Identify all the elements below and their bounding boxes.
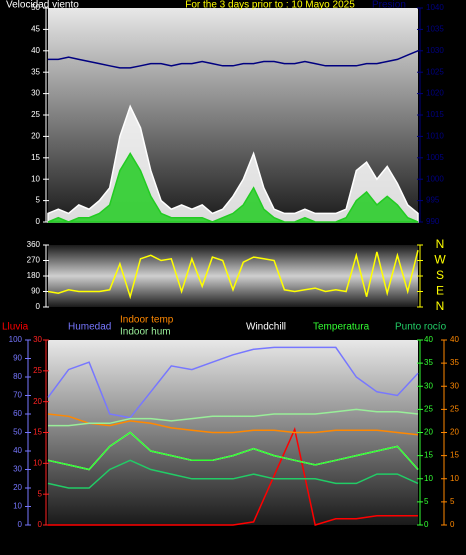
- y-tick-label: 1010: [426, 132, 444, 141]
- legend-label: Temperatura: [313, 322, 370, 333]
- line: [47, 346, 419, 419]
- y-tick-label: 1040: [426, 3, 444, 12]
- y-tick-label: 80: [13, 372, 22, 381]
- legend-label: Punto rocío: [395, 322, 447, 333]
- y-tick-label: 50: [31, 3, 40, 12]
- y-tick-label: 20: [31, 132, 40, 141]
- y-tick-label: 35: [31, 67, 40, 76]
- y-tick-label: 15: [424, 451, 433, 460]
- y-tick-label: 995: [426, 196, 440, 205]
- y-tick-label: N: [436, 237, 445, 251]
- y-tick-label: 1005: [426, 153, 444, 162]
- y-tick-label: 30: [450, 381, 459, 390]
- y-tick-label: 20: [33, 397, 42, 406]
- line: [47, 459, 419, 489]
- y-tick-label: 40: [31, 46, 40, 55]
- y-tick-label: 0: [36, 302, 41, 311]
- y2-axis-label: Presion: [372, 0, 406, 11]
- y-tick-label: 90: [13, 354, 22, 363]
- y-tick-label: 35: [424, 358, 433, 367]
- y-tick-label: 40: [13, 446, 22, 455]
- y-tick-label: 5: [36, 196, 41, 205]
- plot-background: [48, 245, 418, 307]
- y-tick-label: 70: [13, 391, 22, 400]
- y-tick-label: 10: [450, 474, 459, 483]
- y-tick-label: 0: [450, 520, 455, 529]
- line: [47, 250, 419, 300]
- y-tick-label: S: [436, 268, 444, 282]
- y-tick-label: 15: [31, 153, 40, 162]
- y-tick-label: 0: [424, 520, 429, 529]
- y-tick-label: 10: [13, 502, 22, 511]
- line: [48, 50, 419, 69]
- y-tick-label: 35: [450, 358, 459, 367]
- y-tick-label: 10: [31, 174, 40, 183]
- y-axis-label: Velocidad viento: [6, 0, 79, 11]
- y-tick-label: 25: [450, 404, 459, 413]
- y-tick-label: 15: [33, 428, 42, 437]
- y-tick-label: 1035: [426, 25, 444, 34]
- y-tick-label: 1025: [426, 67, 444, 76]
- y-tick-label: 0: [18, 520, 23, 529]
- line: [48, 408, 419, 427]
- x-tick-label: Day 10: [297, 228, 323, 237]
- legend-label: Lluvia: [2, 322, 29, 333]
- y-tick-label: 20: [424, 428, 433, 437]
- x-tick-label: Day 8: [53, 228, 74, 237]
- y-tick-label: 20: [450, 428, 459, 437]
- y-tick-label: N: [436, 299, 445, 313]
- y-tick-label: 1020: [426, 89, 444, 98]
- y-tick-label: 1015: [426, 110, 444, 119]
- y-tick-label: 20: [13, 483, 22, 492]
- y-tick-label: 60: [13, 409, 22, 418]
- y-tick-label: 180: [27, 271, 41, 280]
- y-tick-label: 360: [27, 240, 41, 249]
- x-tick-label: Day 8: [53, 531, 74, 540]
- x-tick-label: Day 10: [297, 531, 323, 540]
- y-tick-label: 270: [27, 256, 41, 265]
- legend-label: Humedad: [68, 322, 111, 333]
- line: [47, 413, 419, 436]
- y-tick-label: 1030: [426, 46, 444, 55]
- y-tick-label: 50: [13, 428, 22, 437]
- y-tick-label: 990: [426, 217, 440, 226]
- chart-title: For the 3 days prior to : 10 Mayo 2025: [185, 0, 355, 11]
- y-tick-label: 10: [424, 474, 433, 483]
- y-tick-label: 90: [31, 287, 40, 296]
- area: [47, 152, 419, 223]
- y-tick-label: 25: [424, 404, 433, 413]
- legend-label: Windchill: [246, 322, 286, 333]
- y-tick-label: 30: [31, 89, 40, 98]
- legend-label: Indoor hum: [120, 327, 171, 338]
- y-tick-label: 40: [424, 335, 433, 344]
- y-tick-label: 40: [450, 335, 459, 344]
- y-tick-label: E: [436, 284, 444, 298]
- y-tick-label: 5: [38, 489, 43, 498]
- y-tick-label: 0: [38, 520, 43, 529]
- x-tick-label: Day 9: [176, 531, 197, 540]
- legend-label: Indoor temp: [120, 315, 174, 326]
- y-tick-label: 25: [31, 110, 40, 119]
- y-tick-label: W: [434, 253, 446, 267]
- y-tick-label: 30: [13, 465, 22, 474]
- y-tick-label: 10: [33, 458, 42, 467]
- y-tick-label: 5: [424, 497, 429, 506]
- y-tick-label: 5: [450, 497, 455, 506]
- y-tick-label: 30: [33, 335, 42, 344]
- y-tick-label: 1000: [426, 174, 444, 183]
- line: [48, 426, 418, 526]
- y-tick-label: 30: [424, 381, 433, 390]
- y-tick-label: 15: [450, 451, 459, 460]
- y-tick-label: 100: [9, 335, 23, 344]
- y-tick-label: 25: [33, 366, 42, 375]
- y-tick-label: 45: [31, 25, 40, 34]
- line: [47, 431, 419, 471]
- y-tick-label: 0: [36, 217, 41, 226]
- x-tick-label: Day 9: [176, 228, 197, 237]
